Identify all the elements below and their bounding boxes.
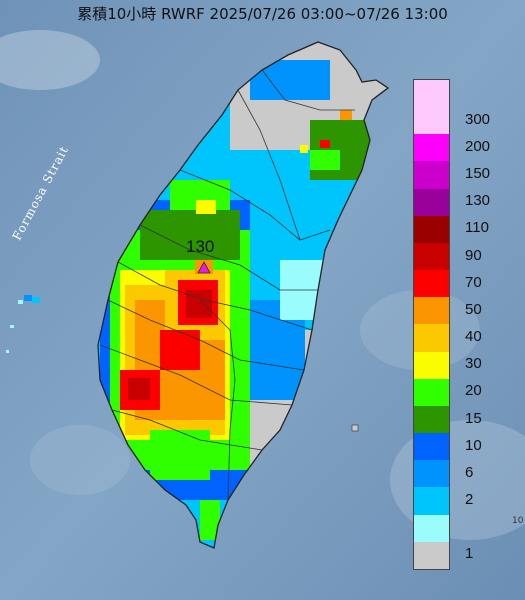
legend-swatch (414, 215, 449, 243)
legend-label: 110 (465, 219, 489, 237)
legend-swatch (414, 514, 449, 542)
legend-label: 30 (465, 355, 482, 373)
legend-swatch (414, 351, 449, 379)
legend-label: 200 (465, 137, 491, 155)
county-boundaries (99, 69, 355, 501)
legend-swatch (414, 324, 449, 352)
legend-swatch (414, 378, 449, 406)
legend-label: 90 (465, 246, 482, 264)
legend-label: 20 (465, 382, 482, 400)
legend-swatch (414, 297, 449, 325)
legend-swatch (414, 80, 449, 108)
legend-swatch (414, 405, 449, 434)
legend-swatch (414, 188, 449, 216)
legend-label: 10 (465, 436, 482, 454)
legend-swatch (414, 487, 449, 515)
offshore-echo (6, 295, 40, 353)
green-island (351, 424, 359, 432)
map-title: 累積10小時 RWRF 2025/07/26 03:00~07/26 13:00 (77, 5, 448, 23)
legend-swatch (414, 242, 449, 271)
color-legend (413, 79, 450, 570)
legend-swatch (414, 541, 449, 569)
legend-swatch (414, 270, 449, 298)
peak-marker-icon (197, 261, 211, 274)
legend-label: 15 (465, 409, 482, 427)
legend-label: 150 (465, 165, 491, 183)
legend-label: 300 (465, 110, 491, 128)
legend-swatch (414, 460, 449, 488)
legend-swatch (414, 107, 449, 135)
legend-label: 6 (465, 463, 474, 481)
legend-swatch (414, 161, 449, 189)
legend-swatch (414, 134, 449, 162)
legend-label: 70 (465, 273, 482, 291)
legend-label: 1 (465, 545, 474, 563)
peak-value-label: 130 (186, 237, 215, 256)
legend-swatch (414, 433, 449, 461)
legend-label: 50 (465, 300, 482, 318)
legend-label: 40 (465, 328, 482, 346)
edge-mark: 10 (512, 516, 524, 526)
legend-label: 2 (465, 491, 474, 509)
legend-label: 130 (465, 192, 491, 210)
